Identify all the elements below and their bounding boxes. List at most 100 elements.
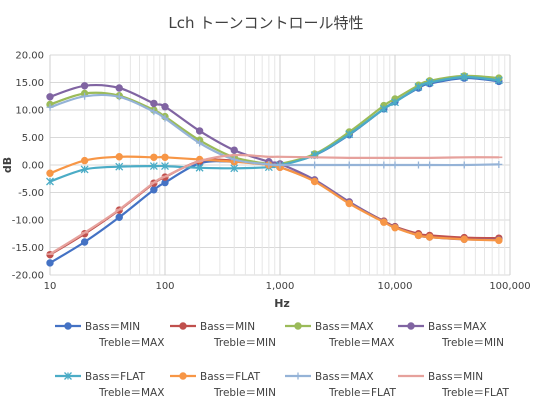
x-tick-label: 10	[44, 281, 57, 292]
data-point	[195, 163, 204, 172]
data-point	[46, 259, 54, 267]
x-tick-label: 100	[155, 281, 174, 292]
legend-label: Bass＝MAX	[428, 321, 487, 333]
legend-label: Bass＝MAX	[315, 321, 374, 333]
legend-swatch-marker	[294, 322, 302, 330]
data-point	[196, 139, 204, 147]
data-point	[115, 162, 124, 171]
legend: Bass＝MINTreble＝MAXBass＝MINTreble＝MINBass…	[55, 321, 509, 399]
data-point	[80, 156, 89, 165]
data-point	[345, 161, 353, 169]
legend-label: Bass＝MIN	[200, 321, 255, 333]
data-point	[391, 98, 399, 107]
legend-label: Bass＝MIN	[428, 371, 483, 383]
data-point	[495, 236, 503, 245]
data-point	[391, 161, 399, 169]
x-tick-label: 1,000	[266, 281, 295, 292]
legend-item: Bass＝MIN Treble＝MIN	[170, 321, 276, 349]
data-point	[230, 146, 238, 154]
data-point	[150, 108, 158, 116]
data-point	[414, 161, 422, 169]
data-point	[425, 233, 434, 241]
x-axis-label: Hz	[274, 297, 290, 310]
data-point	[80, 82, 89, 90]
data-point	[345, 199, 353, 208]
data-point	[345, 130, 354, 139]
y-tick-label: 15.00	[15, 78, 44, 89]
legend-item: Bass＝MAX Treble＝FLAT	[285, 371, 396, 399]
data-point	[380, 161, 388, 169]
legend-label-line2: Treble＝FLAT	[441, 387, 509, 399]
data-point	[414, 82, 423, 91]
data-point	[161, 103, 169, 111]
data-point	[46, 169, 54, 177]
y-tick-label: 0.00	[22, 161, 44, 172]
legend-item: Bass＝FLAT Treble＝MIN	[170, 371, 276, 399]
data-point	[425, 78, 434, 87]
data-point	[161, 153, 169, 162]
legend-swatch-marker	[407, 322, 415, 330]
legend-label: Bass＝FLAT	[200, 371, 261, 383]
y-axis-label: dB	[1, 157, 14, 173]
legend-label-line2: Treble＝MAX	[98, 387, 164, 399]
data-point	[46, 177, 54, 186]
legend-item: Bass＝MIN Treble＝MAX	[55, 321, 164, 349]
y-tick-label: 10.00	[15, 106, 44, 117]
y-tick-label: -5.00	[18, 188, 44, 199]
tick-labels: 20.00 15.00 10.00 5.00 0.00 -5.00 -10.00 -15.00…	[12, 51, 531, 293]
y-tick-label: 5.00	[22, 133, 44, 144]
legend-swatch-marker	[294, 372, 302, 380]
legend-label-line2: Treble＝MAX	[328, 337, 394, 349]
x-tick-label: 100,000	[489, 281, 530, 292]
data-point	[115, 93, 123, 101]
legend-item: Bass＝MIN Treble＝FLAT	[398, 371, 509, 399]
data-point	[115, 213, 123, 221]
data-point	[80, 165, 89, 174]
data-point	[115, 84, 123, 92]
data-point	[460, 235, 468, 243]
legend-swatch-marker	[64, 322, 72, 330]
data-point	[276, 161, 284, 169]
legend-swatch-marker	[179, 322, 187, 330]
y-tick-label: -10.00	[12, 216, 44, 227]
data-point	[414, 231, 423, 240]
legend-swatch-marker	[179, 372, 187, 380]
data-point	[494, 76, 503, 85]
legend-label: Bass＝MAX	[315, 371, 374, 383]
data-point	[426, 161, 434, 169]
data-point	[380, 218, 388, 226]
data-point	[379, 104, 388, 113]
legend-label-line2: Treble＝MAX	[98, 337, 164, 349]
data-point	[460, 161, 468, 169]
data-point	[150, 186, 158, 194]
series-8	[46, 153, 503, 256]
legend-item: Bass＝MAX Treble＝MAX	[285, 321, 394, 349]
data-point	[161, 114, 169, 122]
legend-label-line2: Treble＝MIN	[441, 337, 504, 349]
data-point	[81, 92, 89, 100]
legend-label: Bass＝FLAT	[85, 371, 146, 383]
data-point	[46, 93, 54, 101]
data-point	[265, 160, 273, 168]
legend-label: Bass＝MIN	[85, 321, 140, 333]
series-7	[46, 92, 503, 169]
data-point	[230, 164, 239, 173]
data-point	[311, 161, 319, 169]
legend-label-line2: Treble＝MIN	[213, 337, 276, 349]
series-lines	[46, 72, 503, 267]
data-point	[495, 160, 503, 168]
x-tick-label: 10,000	[378, 281, 413, 292]
legend-item: Bass＝MAX Treble＝MIN	[398, 321, 504, 349]
data-point	[115, 153, 123, 161]
data-point	[391, 224, 399, 232]
data-point	[80, 238, 89, 246]
legend-item: Bass＝FLAT Treble＝MAX	[55, 371, 164, 399]
data-point	[310, 177, 319, 186]
data-point	[230, 156, 238, 163]
legend-label-line2: Treble＝MIN	[213, 387, 276, 399]
chart-title: Lch トーンコントロール特性	[168, 14, 363, 32]
data-point	[150, 99, 158, 108]
y-tick-label: -15.00	[12, 243, 44, 254]
data-point	[460, 73, 469, 81]
